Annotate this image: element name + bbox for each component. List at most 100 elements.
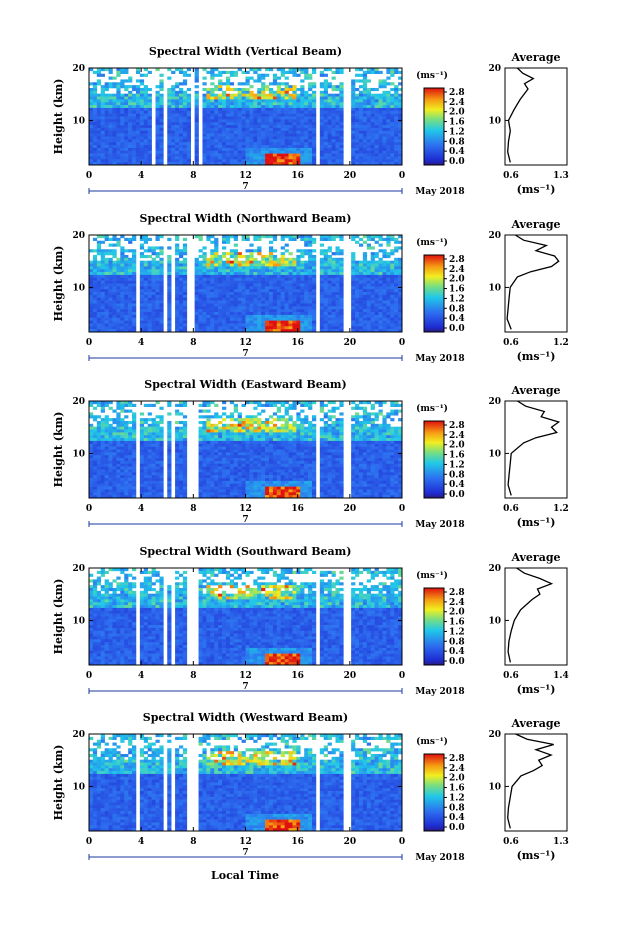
- heatmap-cell: [284, 266, 289, 270]
- heatmap-cell: [312, 113, 317, 117]
- heatmap-cell: [112, 133, 117, 137]
- heatmap-cell: [300, 314, 305, 319]
- heatmap-cell: [96, 240, 102, 244]
- heatmap-cell: [241, 323, 246, 327]
- heatmap-cell: [139, 478, 145, 482]
- heatmap-cell: [288, 156, 293, 160]
- heatmap-cell: [272, 300, 278, 304]
- heatmap-cell: [319, 306, 325, 310]
- heatmap-cell: [214, 110, 219, 114]
- heatmap-cell: [362, 90, 368, 94]
- heatmap-cell: [116, 303, 121, 307]
- heatmap-cell: [108, 243, 113, 247]
- heatmap-cell: [272, 76, 278, 80]
- heatmap-cell: [280, 110, 285, 114]
- heatmap-cell: [167, 274, 172, 279]
- heatmap-cell: [284, 306, 289, 310]
- heatmap-cell: [167, 403, 172, 407]
- heatmap-cell: [398, 110, 403, 114]
- heatmap-cell: [327, 326, 332, 330]
- heatmap-cell: [370, 119, 375, 123]
- heatmap-cell: [108, 252, 113, 256]
- heatmap-cell: [245, 150, 250, 154]
- heatmap-cell: [139, 435, 145, 439]
- heatmap-cell: [358, 159, 364, 163]
- heatmap-cell: [319, 309, 325, 313]
- heatmap-cell: [116, 107, 121, 112]
- heatmap-cell: [398, 82, 403, 86]
- heatmap-cell: [339, 87, 344, 92]
- heatmap-cell: [116, 492, 121, 496]
- heatmap-cell: [229, 309, 235, 313]
- heatmap-cell: [257, 153, 262, 157]
- heatmap-cell: [229, 326, 235, 330]
- heatmap-cell: [253, 292, 258, 296]
- heatmap-cell: [323, 90, 328, 94]
- heatmap-cell: [265, 272, 270, 276]
- heatmap-cell: [394, 294, 399, 299]
- heatmap-cell: [366, 266, 371, 270]
- heatmap-cell: [394, 142, 399, 146]
- heatmap-cell: [374, 300, 379, 304]
- heatmap-cell: [155, 286, 160, 290]
- heatmap-cell: [104, 446, 109, 450]
- heatmap-cell: [128, 426, 133, 430]
- heatmap-cell: [323, 136, 328, 140]
- heatmap-cell: [394, 309, 399, 313]
- heatmap-cell: [265, 93, 270, 97]
- heatmap-cell: [339, 263, 344, 267]
- heatmap-cell: [120, 492, 125, 496]
- heatmap-cell: [92, 153, 98, 157]
- heatmap-cell: [257, 297, 262, 301]
- heatmap-cell: [89, 150, 94, 154]
- heatmap-cell: [319, 136, 325, 140]
- heatmap-cell: [323, 133, 328, 137]
- heatmap-cell: [132, 237, 137, 241]
- heatmap-cell: [222, 116, 227, 120]
- heatmap-cell: [143, 458, 148, 462]
- heatmap-cell: [155, 272, 160, 276]
- heatmap-cell: [116, 122, 121, 126]
- heatmap-cell: [171, 93, 176, 97]
- heatmap-cell: [374, 145, 379, 149]
- heatmap-cell: [280, 113, 285, 117]
- heatmap-cell: [304, 314, 309, 319]
- heatmap-cell: [135, 105, 141, 109]
- heatmap-cell: [155, 246, 160, 250]
- heatmap-cell: [116, 300, 121, 304]
- heatmap-cell: [319, 314, 325, 319]
- heatmap-cell: [284, 113, 289, 117]
- heatmap-cell: [308, 240, 313, 244]
- heatmap-cell: [253, 122, 258, 126]
- heatmap-cell: [366, 297, 371, 301]
- heatmap-cell: [139, 312, 145, 316]
- heatmap-cell: [100, 292, 105, 296]
- heatmap-cell: [108, 283, 113, 287]
- heatmap-cell: [296, 73, 301, 77]
- heatmap-cell: [276, 156, 282, 160]
- heatmap-cell: [120, 150, 125, 154]
- heatmap-cell: [218, 136, 223, 140]
- heatmap-cell: [96, 323, 102, 327]
- heatmap-cell: [147, 162, 152, 166]
- heatmap-cell: [351, 263, 356, 267]
- heatmap-cell: [335, 110, 340, 114]
- heatmap-cell: [398, 153, 403, 157]
- heatmap-cell: [257, 292, 262, 296]
- heatmap-cell: [323, 110, 328, 114]
- heatmap-cell: [120, 162, 125, 166]
- heatmap-cell: [300, 269, 305, 273]
- heatmap-cell: [339, 102, 344, 106]
- heatmap-cell: [386, 147, 391, 152]
- heatmap-cell: [245, 119, 250, 123]
- heatmap-cell: [128, 119, 133, 123]
- heatmap-cell: [319, 272, 325, 276]
- heatmap-cell: [319, 90, 325, 94]
- heatmap-cell: [261, 85, 266, 89]
- heatmap-cell: [143, 429, 148, 433]
- heatmap-cell: [378, 312, 383, 316]
- heatmap-cell: [155, 289, 160, 293]
- heatmap-cell: [378, 300, 383, 304]
- heatmap-cell: [167, 150, 172, 154]
- heatmap-cell: [331, 76, 336, 80]
